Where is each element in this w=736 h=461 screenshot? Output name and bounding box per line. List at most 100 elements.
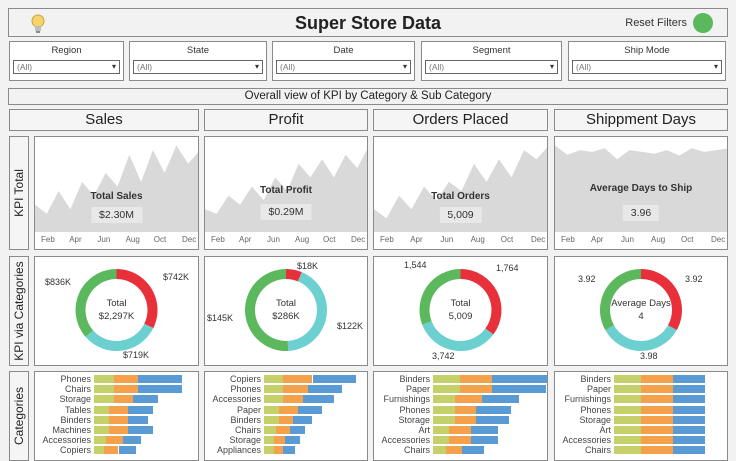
bar-segment[interactable] [433, 385, 460, 394]
bar-segment[interactable] [433, 375, 460, 383]
kpi-panel-profit[interactable]: Total Profit $0.29M Feb Apr Jun Aug Oct Dec [204, 136, 368, 250]
subcategory-panel-shipment[interactable]: Binders Paper Furnishings Phones Storage Art A… [554, 371, 728, 461]
kpi-panel-sales[interactable]: Total Sales $2.30M Feb Apr Jun Aug Oct Dec [34, 136, 199, 250]
donut-slice[interactable] [600, 269, 641, 331]
bar-segment[interactable] [283, 446, 296, 455]
bar-segment[interactable] [128, 405, 153, 414]
lightbulb-icon[interactable] [27, 13, 49, 35]
subcategory-panel-sales[interactable]: Phones Chairs Storage Tables Binders Machines… [34, 371, 199, 461]
bar-segment[interactable] [94, 385, 114, 394]
subcategory-bar-row[interactable]: Chairs [555, 445, 727, 455]
bar-segment[interactable] [476, 405, 511, 414]
subcategory-bar-row[interactable]: Copiers [35, 445, 198, 455]
bar-segment[interactable] [94, 415, 109, 424]
bar-segment[interactable] [614, 415, 641, 424]
bar-segment[interactable] [264, 405, 279, 414]
bar-segment[interactable] [492, 375, 547, 383]
bar-segment[interactable] [614, 446, 641, 455]
bar-segment[interactable] [108, 405, 129, 414]
bar-segment[interactable] [481, 395, 520, 404]
bar-segment[interactable] [433, 446, 446, 455]
donut-slice[interactable] [287, 272, 327, 351]
subcategory-bar-row[interactable]: Furnishings [374, 394, 547, 404]
bar-segment[interactable] [672, 405, 705, 414]
subcategory-bar-row[interactable]: Storage [35, 394, 198, 404]
bar-segment[interactable] [460, 385, 493, 394]
donut-panel-orders[interactable]: Total 5,009 1,764 3,742 1,544 [373, 256, 548, 366]
bar-segment[interactable] [640, 385, 673, 394]
bar-segment[interactable] [128, 415, 148, 424]
bar-segment[interactable] [283, 395, 303, 404]
bar-segment[interactable] [105, 436, 124, 445]
bar-segment[interactable] [94, 375, 114, 383]
bar-segment[interactable] [138, 375, 183, 383]
reset-filters-button[interactable] [693, 13, 713, 33]
bar-segment[interactable] [672, 375, 705, 383]
kpi-panel-shipment[interactable]: Average Days to Ship 3.96 Feb Apr Jun Aug Oc… [554, 136, 728, 250]
bar-segment[interactable] [108, 426, 129, 434]
bar-segment[interactable] [297, 405, 323, 414]
subcategory-bar-row[interactable]: Storage [555, 415, 727, 425]
bar-segment[interactable] [449, 426, 471, 434]
bar-segment[interactable] [264, 375, 284, 383]
donut-panel-sales[interactable]: Total $2,297K $742K $719K $836K [34, 256, 199, 366]
bar-segment[interactable] [445, 446, 463, 455]
subcategory-bar-row[interactable]: Art [374, 425, 547, 435]
bar-segment[interactable] [672, 395, 705, 404]
bar-segment[interactable] [433, 415, 455, 424]
bar-segment[interactable] [285, 436, 300, 445]
bar-segment[interactable] [278, 405, 298, 414]
bar-segment[interactable] [278, 415, 294, 424]
bar-segment[interactable] [454, 415, 477, 424]
segment-dropdown[interactable]: (All) ▾ [425, 60, 558, 74]
bar-segment[interactable] [103, 446, 119, 455]
bar-segment[interactable] [460, 375, 493, 383]
bar-segment[interactable] [138, 385, 183, 394]
bar-segment[interactable] [640, 436, 673, 445]
subcategory-bar-row[interactable]: Appliances [205, 445, 367, 455]
bar-segment[interactable] [302, 395, 334, 404]
bar-segment[interactable] [672, 426, 705, 434]
donut-slice[interactable] [85, 323, 154, 351]
subcategory-bar-row[interactable]: Paper [555, 384, 727, 394]
donut-slice[interactable] [460, 269, 502, 335]
bar-segment[interactable] [449, 436, 471, 445]
bar-segment[interactable] [640, 405, 673, 414]
bar-segment[interactable] [672, 436, 705, 445]
subcategory-bar-row[interactable]: Accessories [374, 435, 547, 445]
bar-segment[interactable] [94, 446, 104, 455]
donut-panel-shipment[interactable]: Average Days 4 3.92 3.98 3.92 [554, 256, 728, 366]
bar-segment[interactable] [614, 385, 641, 394]
bar-segment[interactable] [614, 426, 641, 434]
subcategory-bar-row[interactable]: Tables [35, 405, 198, 415]
bar-segment[interactable] [118, 446, 137, 455]
bar-segment[interactable] [264, 385, 284, 394]
bar-segment[interactable] [672, 385, 705, 394]
bar-segment[interactable] [275, 426, 291, 434]
region-dropdown[interactable]: (All) ▾ [13, 60, 120, 74]
subcategory-bar-row[interactable]: Phones [205, 384, 367, 394]
bar-segment[interactable] [307, 385, 342, 394]
subcategory-bar-row[interactable]: Paper [374, 384, 547, 394]
bar-segment[interactable] [94, 426, 109, 434]
bar-segment[interactable] [640, 415, 673, 424]
bar-segment[interactable] [433, 405, 455, 414]
bar-segment[interactable] [672, 415, 705, 424]
bar-segment[interactable] [123, 436, 142, 445]
bar-segment[interactable] [264, 446, 274, 455]
bar-segment[interactable] [283, 385, 308, 394]
bar-segment[interactable] [614, 436, 641, 445]
bar-segment[interactable] [113, 375, 139, 383]
kpi-panel-orders[interactable]: Total Orders 5,009 Feb Apr Jun Aug Oct Dec [373, 136, 548, 250]
bar-segment[interactable] [470, 436, 498, 445]
subcategory-bar-row[interactable]: Storage [205, 435, 367, 445]
donut-slice[interactable] [422, 321, 494, 351]
date-dropdown[interactable]: (All) ▾ [276, 60, 411, 74]
subcategory-bar-row[interactable]: Copiers [205, 374, 367, 384]
subcategory-bar-row[interactable]: Paper [205, 405, 367, 415]
bar-segment[interactable] [433, 395, 455, 404]
bar-segment[interactable] [640, 375, 673, 383]
donut-slice[interactable] [419, 269, 461, 325]
bar-segment[interactable] [640, 395, 673, 404]
donut-slice[interactable] [75, 269, 117, 337]
